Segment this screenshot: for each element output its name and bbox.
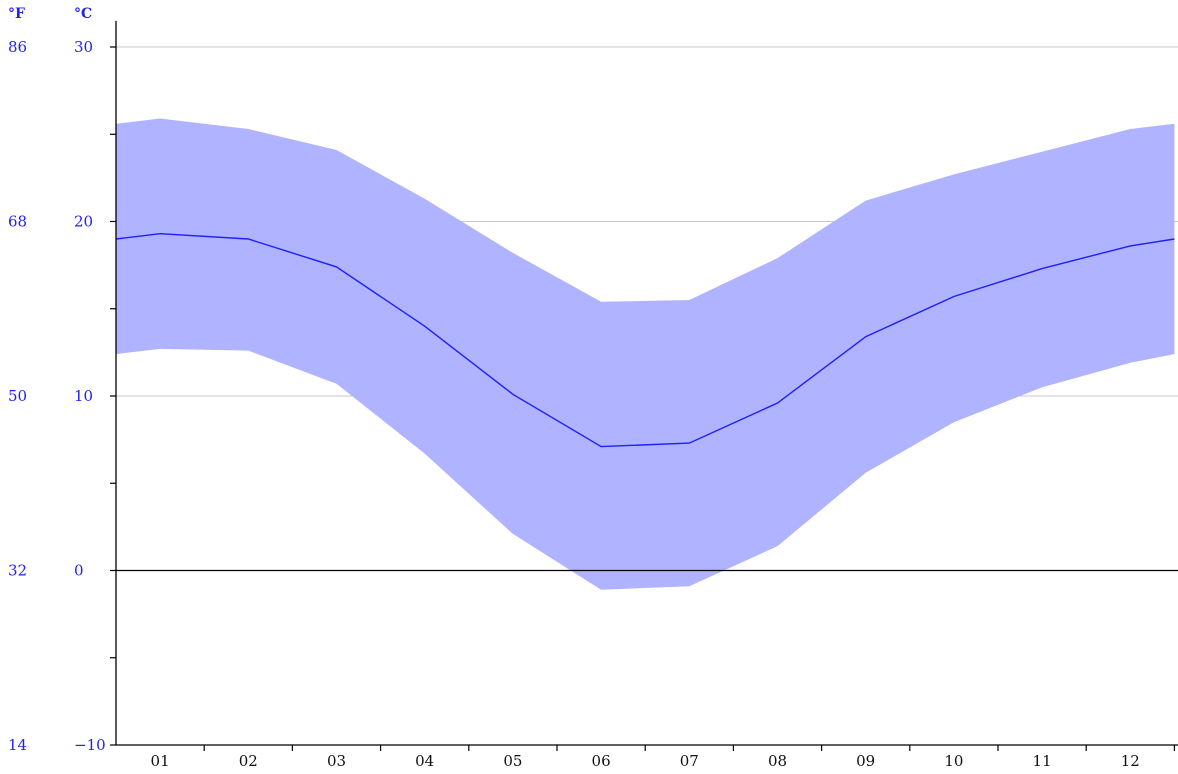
- y-tick-label-fahrenheit: 50: [8, 387, 27, 405]
- y-tick-label-fahrenheit: 68: [8, 213, 27, 231]
- x-tick-label: 08: [768, 752, 787, 769]
- y-tick-label-fahrenheit: 14: [8, 736, 27, 754]
- x-tick-label: 05: [503, 752, 522, 769]
- y-tick-label-celsius: 0: [74, 562, 84, 580]
- y-tick-label-fahrenheit: 32: [8, 562, 27, 580]
- x-tick-label: 01: [151, 752, 170, 769]
- celsius-unit-label: °C: [74, 6, 92, 22]
- x-tick-label: 03: [327, 752, 346, 769]
- y-tick-label-celsius: 10: [74, 387, 93, 405]
- x-tick-label: 11: [1033, 752, 1052, 769]
- x-tick-label: 09: [856, 752, 875, 769]
- mean-temperature-line: [115, 232, 1175, 448]
- y-tick-label-celsius: −10: [74, 736, 106, 754]
- x-tick-labels: 01 02 03 04 05 06 07 08 09 10 11 12: [151, 752, 1140, 770]
- x-tick-label: 02: [239, 752, 258, 769]
- x-tick-label: 06: [592, 752, 611, 769]
- x-tick-label: 04: [415, 752, 434, 769]
- axes: [110, 20, 1178, 751]
- x-tick-label: 12: [1121, 752, 1140, 769]
- y-tick-label-celsius: 20: [74, 213, 93, 231]
- y-tick-label-fahrenheit: 86: [8, 38, 27, 56]
- temperature-range-band: [116, 118, 1175, 590]
- y-tick-label-celsius: 30: [74, 38, 93, 56]
- y-tick-labels: 30 86 20 68 10 50 0 32 −10 14: [8, 38, 106, 754]
- x-tick-label: 07: [680, 752, 699, 769]
- fahrenheit-unit-label: °F: [8, 6, 25, 22]
- x-tick-label: 10: [944, 752, 963, 769]
